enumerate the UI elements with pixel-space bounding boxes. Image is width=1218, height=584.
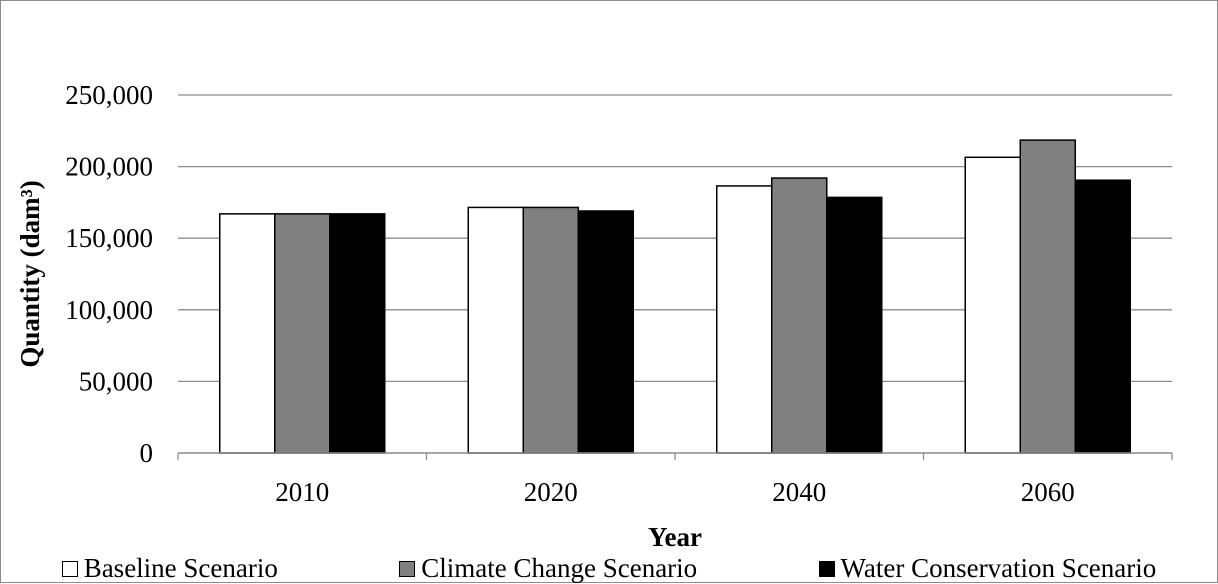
y-axis-title: Quantity (dam³) bbox=[15, 180, 45, 367]
legend-item: Water Conservation Scenario bbox=[818, 553, 1157, 584]
x-tick-label: 2020 bbox=[524, 477, 578, 507]
legend-swatch bbox=[818, 560, 835, 577]
legend-label: Water Conservation Scenario bbox=[840, 553, 1157, 583]
y-tick-label: 200,000 bbox=[65, 152, 153, 182]
bar-2020-series-1 bbox=[522, 206, 579, 454]
bar-2010-series-0 bbox=[219, 213, 276, 454]
bar-2040-series-0 bbox=[716, 185, 773, 454]
bars bbox=[219, 139, 1131, 454]
legend-label: Baseline Scenario bbox=[83, 553, 278, 583]
bar-2040-series-2 bbox=[826, 196, 883, 454]
x-axis-title: Year bbox=[648, 522, 702, 552]
bar-2040-series-1 bbox=[771, 177, 828, 454]
bar-2060-series-0 bbox=[964, 156, 1021, 454]
y-tick-labels: 0 50,000 100,000 150,000 200,000 250,000 bbox=[65, 80, 153, 468]
legend-item: Baseline Scenario bbox=[61, 553, 278, 584]
legend-swatch bbox=[61, 560, 78, 577]
legend-item: Climate Change Scenario bbox=[399, 553, 697, 584]
legend-label: Climate Change Scenario bbox=[421, 553, 698, 583]
x-tick-label: 2010 bbox=[275, 477, 329, 507]
legend: Baseline Scenario Climate Change Scenario… bbox=[1, 553, 1217, 584]
y-tick-label: 50,000 bbox=[79, 366, 153, 396]
y-tick-label: 0 bbox=[140, 438, 154, 468]
x-tick-label: 2060 bbox=[1021, 477, 1075, 507]
bar-2020-series-2 bbox=[577, 210, 634, 454]
bar-2010-series-2 bbox=[329, 213, 386, 454]
y-tick-label: 250,000 bbox=[65, 80, 153, 110]
y-tick-label: 150,000 bbox=[65, 223, 153, 253]
bar-2060-series-2 bbox=[1074, 179, 1131, 454]
bar-chart: 0 50,000 100,000 150,000 200,000 250,000 2010… bbox=[15, 80, 1173, 552]
x-tick-labels: 2010 2020 2040 2060 bbox=[275, 477, 1075, 507]
axes bbox=[177, 452, 1173, 460]
x-tick-label: 2040 bbox=[772, 477, 826, 507]
y-tick-label: 100,000 bbox=[65, 295, 153, 325]
bar-2060-series-1 bbox=[1019, 139, 1076, 454]
bar-2010-series-1 bbox=[274, 213, 331, 454]
bar-2020-series-0 bbox=[467, 206, 524, 454]
legend-swatch bbox=[399, 560, 416, 577]
